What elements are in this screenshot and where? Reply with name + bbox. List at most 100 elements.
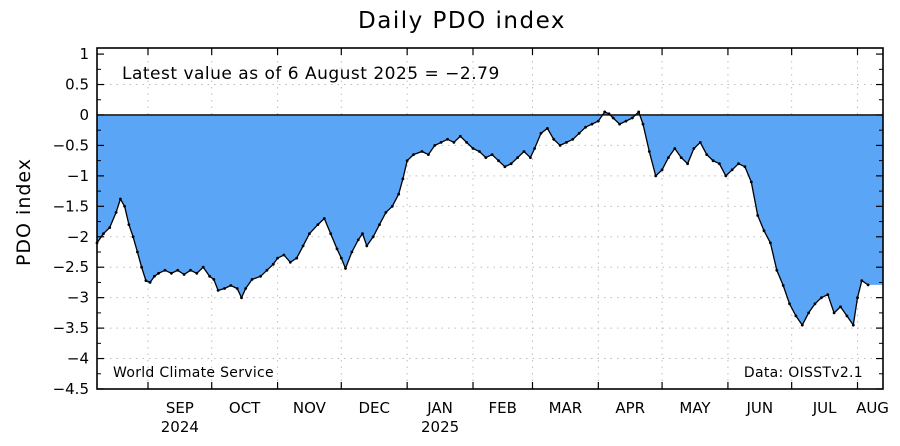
data-point bbox=[596, 119, 600, 123]
data-point bbox=[516, 156, 519, 160]
data-point bbox=[189, 268, 192, 272]
pdo-series-line bbox=[96, 110, 869, 327]
data-point bbox=[832, 311, 836, 315]
data-point bbox=[378, 223, 381, 227]
data-point bbox=[114, 211, 118, 214]
data-point bbox=[775, 268, 779, 272]
data-point bbox=[201, 265, 205, 269]
data-point bbox=[743, 165, 747, 169]
data-point bbox=[301, 244, 305, 248]
data-point bbox=[140, 265, 144, 269]
x-month-label: JUL bbox=[812, 399, 837, 417]
data-point bbox=[250, 278, 254, 281]
data-point bbox=[590, 122, 594, 126]
data-point bbox=[216, 289, 220, 292]
data-point bbox=[618, 122, 621, 126]
data-point bbox=[647, 150, 651, 153]
data-point bbox=[762, 229, 766, 233]
y-tick-label: −3 bbox=[67, 289, 89, 307]
data-point bbox=[565, 141, 568, 144]
y-ticks: 1 0.5 0 −0.5 −1 −1.5 −2 −2.5 −3 −3.5 −4 −4.5 bbox=[53, 45, 883, 398]
data-point bbox=[397, 192, 401, 196]
data-point bbox=[322, 217, 326, 220]
data-point bbox=[851, 323, 855, 327]
x-month-label: MAY bbox=[679, 399, 711, 417]
data-point bbox=[148, 281, 152, 284]
data-point bbox=[756, 214, 760, 217]
data-point bbox=[630, 116, 634, 120]
data-point bbox=[265, 268, 269, 272]
y-tick-label: 0.5 bbox=[65, 76, 89, 94]
data-point bbox=[781, 284, 785, 287]
y-tick-label: −4.5 bbox=[53, 380, 89, 398]
data-point bbox=[686, 162, 689, 166]
data-point bbox=[339, 256, 343, 260]
x-month-label: AUG bbox=[856, 399, 889, 417]
data-point bbox=[153, 274, 156, 278]
data-point bbox=[365, 244, 369, 248]
data-point bbox=[127, 223, 131, 227]
data-point bbox=[136, 250, 139, 254]
chart-title: Daily PDO index bbox=[358, 8, 566, 34]
data-point bbox=[452, 141, 456, 144]
data-point bbox=[182, 273, 186, 276]
data-point bbox=[229, 284, 233, 287]
data-point bbox=[679, 156, 683, 160]
y-axis-label: PDO index bbox=[13, 158, 35, 266]
data-point bbox=[195, 271, 199, 275]
data-point bbox=[371, 235, 375, 239]
y-tick-label: −1 bbox=[67, 167, 89, 185]
data-point bbox=[856, 296, 859, 300]
data-point bbox=[295, 256, 299, 260]
data-point bbox=[737, 162, 740, 166]
data-point bbox=[235, 287, 239, 290]
y-tick-label: −1.5 bbox=[53, 197, 89, 215]
data-point bbox=[807, 311, 810, 315]
data-point bbox=[144, 279, 148, 282]
data-point bbox=[660, 168, 664, 172]
data-point bbox=[497, 159, 500, 163]
data-point bbox=[673, 147, 677, 150]
data-point bbox=[533, 147, 536, 150]
data-point bbox=[490, 153, 494, 157]
y-tick-label: −2 bbox=[67, 228, 89, 246]
x-month-label: SEP bbox=[166, 399, 194, 417]
y-tick-label: 1 bbox=[79, 45, 89, 63]
data-point bbox=[446, 137, 449, 141]
data-point bbox=[361, 232, 364, 236]
data-point bbox=[749, 180, 753, 184]
data-point bbox=[344, 267, 347, 270]
data-point bbox=[529, 156, 532, 160]
data-point bbox=[692, 147, 696, 150]
source-credit: World Climate Service bbox=[113, 365, 274, 381]
y-tick-label: −0.5 bbox=[53, 136, 89, 154]
data-point bbox=[276, 256, 279, 260]
data-point bbox=[624, 119, 628, 123]
data-point bbox=[522, 150, 526, 153]
data-point bbox=[405, 159, 409, 163]
data-point bbox=[271, 262, 275, 266]
data-point bbox=[458, 134, 462, 138]
x-month-label: DEC bbox=[358, 399, 390, 417]
pdo-markers bbox=[95, 110, 870, 327]
data-point bbox=[350, 250, 354, 254]
data-point bbox=[131, 235, 135, 239]
data-point bbox=[654, 174, 658, 178]
data-point bbox=[826, 293, 830, 296]
data-point bbox=[478, 150, 481, 153]
data-point bbox=[465, 141, 468, 144]
x-month-label: APR bbox=[615, 399, 645, 417]
data-point bbox=[667, 156, 670, 160]
data-point bbox=[163, 268, 167, 272]
y-tick-label: −4 bbox=[67, 350, 89, 368]
data-point bbox=[390, 204, 394, 208]
data-point bbox=[800, 323, 804, 327]
data-point bbox=[509, 162, 513, 166]
data-point bbox=[484, 156, 488, 160]
data-point bbox=[356, 238, 360, 242]
data-credit: Data: OISSTv2.1 bbox=[744, 365, 863, 381]
data-point bbox=[552, 137, 556, 141]
data-point bbox=[641, 122, 645, 126]
data-point bbox=[316, 223, 320, 227]
